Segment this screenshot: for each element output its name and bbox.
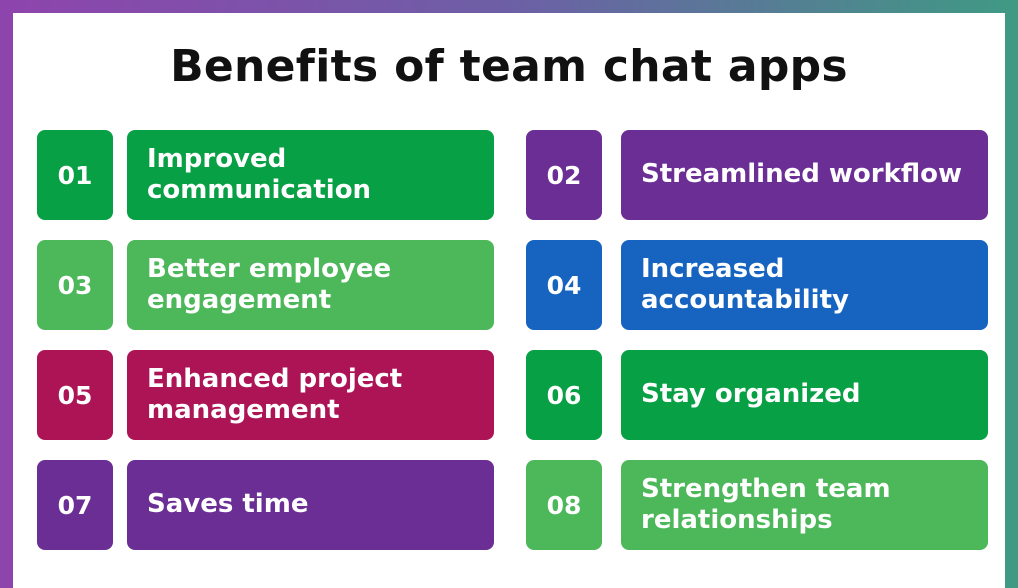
benefit-label-01: Improved communication	[127, 130, 494, 220]
card-frame: Benefits of team chat apps 01 Improved c…	[13, 13, 1005, 588]
benefit-text-03: Better employee engagement	[147, 253, 392, 315]
benefit-label-06: Stay organized	[621, 350, 988, 440]
benefit-text-06: Stay organized	[641, 379, 861, 410]
benefit-number-05: 05	[37, 350, 113, 440]
benefit-text-01: Improved communication	[147, 143, 372, 205]
benefit-label-05: Enhanced project management	[127, 350, 494, 440]
benefit-label-08: Strengthen team relationships	[621, 460, 988, 550]
benefit-number-04: 04	[526, 240, 602, 330]
benefit-text-08: Strengthen team relationships	[641, 473, 891, 535]
benefit-text-02: Streamlined workflow	[641, 159, 963, 190]
benefit-label-07: Saves time	[127, 460, 494, 550]
benefit-text-04: Increased accountability	[641, 253, 849, 315]
benefit-text-07: Saves time	[147, 489, 309, 520]
benefit-label-03: Better employee engagement	[127, 240, 494, 330]
benefit-number-06: 06	[526, 350, 602, 440]
benefit-label-02: Streamlined workflow	[621, 130, 988, 220]
benefit-number-02: 02	[526, 130, 602, 220]
benefit-number-07: 07	[37, 460, 113, 550]
page-title: Benefits of team chat apps	[170, 41, 848, 92]
benefit-text-05: Enhanced project management	[147, 363, 403, 425]
benefit-label-04: Increased accountability	[621, 240, 988, 330]
benefit-number-03: 03	[37, 240, 113, 330]
benefit-number-08: 08	[526, 460, 602, 550]
benefit-number-01: 01	[37, 130, 113, 220]
